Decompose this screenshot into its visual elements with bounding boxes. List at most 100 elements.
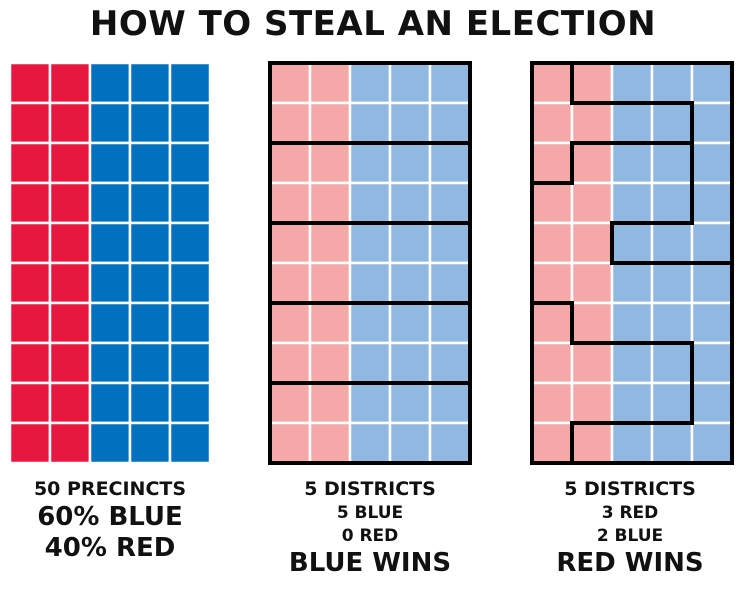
precinct-cell-red (308, 341, 352, 385)
precinct-cell-blue (388, 341, 432, 385)
precinct-cell-blue (650, 181, 694, 225)
precinct-cell-red (268, 341, 312, 385)
precinct-cell-red (268, 421, 312, 465)
precinct-cell-blue (650, 61, 694, 105)
caption-districts-blue-line-4: BLUE WINS (288, 548, 452, 578)
precinct-cell-blue (168, 141, 212, 185)
precinct-cell-blue (128, 101, 172, 145)
precinct-cell-blue (88, 221, 132, 265)
precinct-cell-blue (88, 181, 132, 225)
precinct-cell-blue (168, 221, 212, 265)
precinct-cell-blue (610, 301, 654, 345)
caption-districts-red-line-1: 5 DISTRICTS (564, 478, 696, 500)
precinct-cell-blue (610, 261, 654, 305)
caption-districts-red: 5 DISTRICTS 3 RED 2 BLUE RED WINS (520, 474, 740, 578)
precinct-cell-blue (650, 341, 694, 385)
precinct-cell-red (308, 421, 352, 465)
precinct-cell-red (268, 181, 312, 225)
precinct-cell-red (48, 381, 92, 425)
precinct-cell-blue (650, 381, 694, 425)
precinct-cell-blue (348, 221, 392, 265)
precinct-cell-blue (88, 61, 132, 105)
precinct-cell-red (8, 221, 52, 265)
district-outline (268, 61, 472, 465)
precinct-cell-blue (168, 61, 212, 105)
precinct-cell-blue (388, 221, 432, 265)
precinct-cell-blue (348, 381, 392, 425)
precinct-cell-blue (690, 101, 734, 145)
precinct-cell-red (570, 101, 614, 145)
district-boundary (532, 141, 692, 185)
precinct-cell-blue (348, 261, 392, 305)
precinct-cell-red (8, 261, 52, 305)
precinct-cell-red (570, 301, 614, 345)
precinct-cell-blue (88, 421, 132, 465)
caption-precincts: 50 PRECINCTS 60% BLUE 40% RED (0, 474, 220, 563)
precinct-cell-blue (388, 141, 432, 185)
precinct-cell-blue (610, 221, 654, 265)
page-title: HOW TO STEAL AN ELECTION (89, 4, 657, 44)
precinct-cell-blue (348, 101, 392, 145)
precinct-cell-red (268, 381, 312, 425)
precinct-cell-blue (388, 101, 432, 145)
precinct-cell-red (308, 141, 352, 185)
precinct-cell-blue (650, 421, 694, 465)
precinct-cell-blue (168, 181, 212, 225)
precinct-cell-blue (128, 421, 172, 465)
precinct-cell-blue (690, 341, 734, 385)
caption-districts-blue-line-3: 0 RED (341, 526, 399, 546)
precinct-cell-blue (88, 101, 132, 145)
precinct-cell-blue (128, 181, 172, 225)
precinct-cell-red (8, 301, 52, 345)
precinct-cell-red (570, 221, 614, 265)
grid-panel-1 (8, 61, 212, 465)
precinct-cell-blue (610, 141, 654, 185)
precinct-cell-blue (428, 301, 472, 345)
precinct-cell-blue (690, 221, 734, 265)
caption-precincts-line-3: 40% RED (44, 533, 176, 563)
precinct-cell-blue (428, 261, 472, 305)
precinct-cell-blue (388, 301, 432, 345)
precinct-cell-red (570, 141, 614, 185)
caption-districts-blue: 5 DISTRICTS 5 BLUE 0 RED BLUE WINS (260, 474, 480, 578)
precinct-cell-blue (690, 61, 734, 105)
precinct-cell-red (48, 421, 92, 465)
precinct-cell-blue (388, 261, 432, 305)
precinct-cell-red (268, 101, 312, 145)
precinct-cell-blue (168, 261, 212, 305)
precinct-cell-red (48, 61, 92, 105)
precinct-cell-red (8, 141, 52, 185)
precinct-cell-red (48, 141, 92, 185)
precinct-cell-red (530, 221, 574, 265)
caption-districts-red-line-3: 2 BLUE (596, 526, 664, 546)
district-boundary (570, 63, 732, 265)
precinct-cell-blue (690, 421, 734, 465)
precinct-cell-blue (428, 421, 472, 465)
precinct-cell-blue (690, 381, 734, 425)
precinct-cell-blue (650, 301, 694, 345)
precinct-cell-red (570, 341, 614, 385)
caption-districts-red-line-4: RED WINS (556, 548, 704, 578)
caption-precincts-line-1: 50 PRECINCTS (33, 478, 187, 500)
precinct-cell-blue (388, 181, 432, 225)
precinct-cell-red (530, 261, 574, 305)
precinct-cell-red (530, 181, 574, 225)
precinct-cell-blue (610, 61, 654, 105)
precinct-cell-blue (650, 141, 694, 185)
precinct-cell-blue (88, 381, 132, 425)
precinct-cell-blue (388, 381, 432, 425)
precinct-cell-blue (428, 101, 472, 145)
precinct-cell-blue (88, 301, 132, 345)
precinct-cell-blue (690, 261, 734, 305)
precinct-cell-red (530, 421, 574, 465)
precinct-cell-blue (428, 221, 472, 265)
precinct-cell-blue (348, 181, 392, 225)
caption-precincts-line-2: 60% BLUE (37, 502, 183, 532)
precinct-cell-blue (428, 341, 472, 385)
precinct-cell-red (48, 301, 92, 345)
precinct-cell-blue (88, 341, 132, 385)
caption-districts-blue-line-2: 5 BLUE (336, 503, 404, 523)
precinct-cell-red (268, 261, 312, 305)
precinct-cell-blue (128, 301, 172, 345)
precinct-cell-red (48, 341, 92, 385)
